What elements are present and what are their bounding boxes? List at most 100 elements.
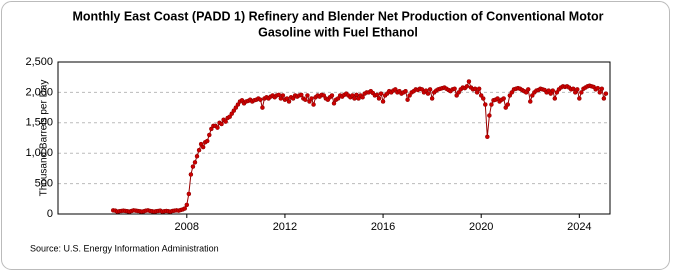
data-point — [307, 99, 312, 104]
data-point — [380, 99, 386, 104]
data-point — [335, 96, 341, 101]
data-point — [427, 87, 433, 92]
data-point — [503, 105, 508, 110]
data-point — [603, 91, 609, 96]
data-point — [466, 79, 472, 84]
data-point — [572, 90, 578, 95]
data-point — [509, 90, 515, 95]
chart-title: Monthly East Coast (PADD 1) Refinery and… — [72, 9, 603, 23]
y-tick-label: 0 — [47, 208, 53, 220]
data-point — [194, 153, 200, 159]
data-point — [233, 105, 239, 110]
data-point — [231, 108, 237, 113]
data-point — [207, 132, 212, 138]
data-point — [284, 96, 290, 101]
data-point — [454, 93, 459, 98]
data-point — [200, 144, 206, 150]
data-point — [352, 96, 357, 101]
data-point — [376, 96, 382, 101]
data-point — [223, 119, 228, 124]
data-point — [485, 134, 490, 140]
data-point — [575, 87, 580, 92]
x-tick-label: 2024 — [567, 221, 591, 233]
data-point — [378, 91, 384, 96]
data-point — [554, 90, 560, 95]
data-point — [188, 172, 194, 177]
data-point — [235, 102, 241, 107]
source: Source: U.S. Energy Information Administ… — [30, 243, 219, 253]
data-point — [407, 93, 412, 98]
y-tick-label: 1,000 — [25, 147, 53, 159]
data-point — [192, 160, 198, 165]
data-point — [456, 90, 461, 95]
data-point — [528, 99, 533, 104]
data-point — [552, 96, 558, 101]
data-point — [331, 101, 337, 106]
data-point — [495, 96, 500, 101]
data-point — [595, 85, 600, 91]
data-point — [258, 97, 263, 102]
y-tick-label: 2,000 — [25, 86, 53, 98]
data-point — [577, 96, 582, 101]
data-point — [464, 84, 470, 89]
data-point — [425, 91, 431, 96]
plot-border — [57, 61, 611, 215]
data-point — [227, 114, 232, 119]
data-point — [286, 99, 292, 104]
data-point — [239, 98, 245, 103]
data-point — [184, 202, 190, 208]
data-point — [403, 88, 408, 94]
y-tick-label: 500 — [35, 178, 53, 190]
data-point — [309, 96, 314, 101]
data-point — [523, 90, 529, 95]
data-point — [548, 91, 553, 96]
data-point — [599, 86, 605, 92]
data-point — [278, 96, 284, 101]
data-point — [550, 88, 556, 93]
data-point — [597, 90, 603, 95]
data-point — [311, 102, 316, 107]
data-point — [429, 96, 435, 101]
data-point — [305, 93, 310, 98]
data-point — [489, 102, 494, 107]
data-point — [209, 126, 214, 132]
data-point — [452, 86, 457, 92]
data-point — [474, 90, 480, 95]
data-point — [472, 86, 478, 92]
y-tick-label: 1,500 — [25, 117, 53, 129]
data-point — [198, 141, 204, 147]
data-point — [525, 87, 531, 92]
data-point — [478, 93, 484, 98]
data-point — [229, 111, 235, 116]
y-axis-label: Thousand Barrels per Day — [39, 80, 50, 197]
data-point — [405, 97, 410, 102]
data-point — [299, 92, 304, 98]
data-point — [601, 96, 607, 101]
y-tick-label: 2,500 — [25, 56, 53, 68]
data-point — [215, 125, 220, 130]
x-tick-label: 2020 — [469, 221, 493, 233]
data-point — [419, 87, 425, 92]
data-point — [196, 147, 202, 153]
data-point — [501, 96, 506, 101]
data-point — [530, 93, 535, 98]
data-point — [483, 102, 488, 107]
data-point — [303, 97, 308, 102]
data-point — [423, 88, 429, 93]
data-point — [354, 92, 359, 98]
chart-title: Gasoline with Fuel Ethanol — [258, 25, 418, 39]
data-point — [476, 86, 482, 92]
data-point — [219, 121, 224, 127]
data-point — [186, 191, 192, 197]
data-point — [480, 96, 486, 101]
data-point — [280, 93, 286, 98]
data-point — [505, 102, 511, 107]
data-point — [290, 96, 296, 101]
data-point — [579, 90, 584, 95]
data-point — [570, 86, 576, 92]
data-point — [360, 95, 365, 100]
data-point — [204, 138, 210, 144]
data-point — [190, 164, 196, 169]
data-point — [374, 92, 380, 98]
x-tick-label: 2016 — [371, 221, 395, 233]
